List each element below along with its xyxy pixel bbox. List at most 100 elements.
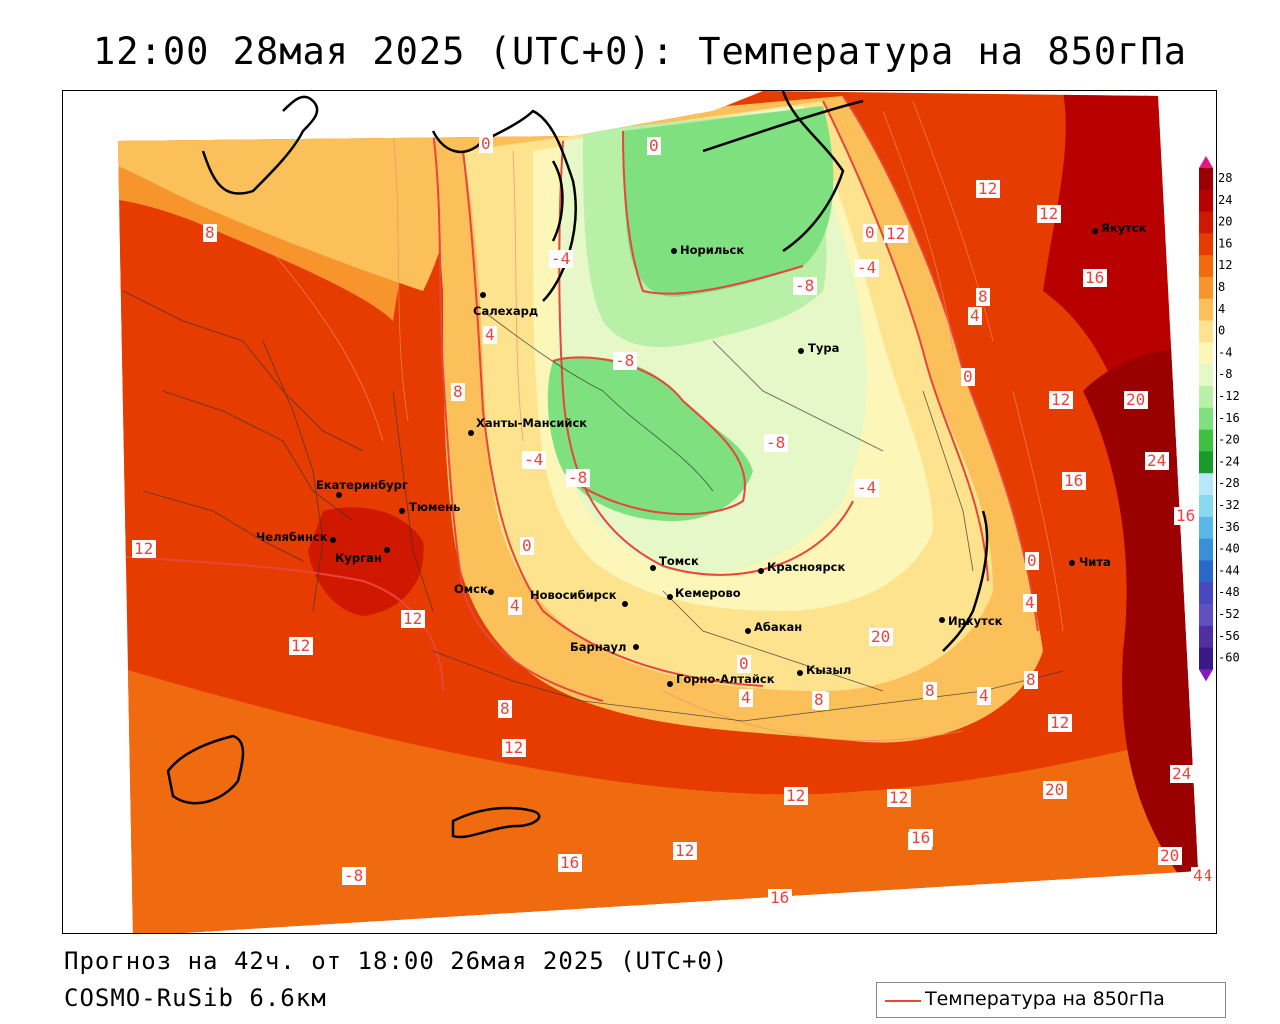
- city-krasnoyarsk[interactable]: Красноярск: [758, 560, 845, 574]
- colorbar-swatch: [1199, 538, 1213, 561]
- colorbar-swatch: [1199, 320, 1213, 343]
- isotherm-label-bg: [1191, 867, 1205, 885]
- colorbar-tick-label: -28: [1218, 476, 1240, 490]
- isotherm-label: 4: [508, 596, 522, 615]
- isotherm-label-bg: [737, 655, 751, 673]
- isotherm-label: -4: [855, 258, 879, 277]
- isotherm-label-bg: [812, 691, 826, 709]
- isotherm-label: 16: [1083, 268, 1107, 287]
- map-title: 12:00 28мая 2025 (UTC+0): Температура на…: [93, 30, 1187, 73]
- city-novosibirsk[interactable]: Новосибирск: [530, 588, 628, 607]
- city-norilsk[interactable]: Норильск: [671, 243, 744, 257]
- isotherm-label-bg: [968, 307, 982, 325]
- city-tura[interactable]: Тура: [798, 341, 839, 355]
- isotherm-label-text: 12: [886, 224, 905, 243]
- city-chelyabinsk[interactable]: Челябинск: [256, 530, 336, 544]
- city-irkutsk[interactable]: Иркутск: [939, 614, 1003, 628]
- isotherm-label: -8: [613, 351, 637, 370]
- isotherm-label-bg: [739, 689, 753, 707]
- isotherm-label: 12: [976, 179, 1000, 198]
- colorbar-canvas: 28 24 20 16 12 8 4 0 -4 -8 -12 -16 -20 -24 -28 -32 -36 -4…: [1199, 156, 1240, 682]
- isotherm-label: 4: [1023, 593, 1037, 612]
- isotherm-label-bg: [479, 135, 493, 153]
- isotherm-label-text: 4: [510, 596, 520, 615]
- isotherm-label-text: 16: [1085, 268, 1104, 287]
- city-abakan[interactable]: Абакан: [745, 620, 802, 634]
- isotherm-label: 0: [737, 654, 751, 673]
- city-tyumen[interactable]: Тюмень: [399, 500, 460, 514]
- isotherm-label-bg: [784, 787, 808, 805]
- isotherm-label-text: 8: [978, 287, 988, 306]
- city-barnaul[interactable]: Барнаул: [570, 640, 639, 654]
- isotherm-label-bg: [558, 854, 582, 872]
- isotherm-label-bg: [1170, 765, 1194, 783]
- isotherm-label-bg: [1025, 552, 1039, 570]
- isotherm-label-bg: [909, 829, 933, 847]
- colorbar-tick-label: 28: [1218, 171, 1232, 185]
- isotherm-label-bg: [793, 277, 817, 295]
- isotherm-label-text: -8: [795, 276, 814, 295]
- isotherm-label-text: 16: [1176, 506, 1195, 525]
- svg-text:Ханты-Мансийск: Ханты-Мансийск: [476, 416, 587, 430]
- isotherm-label: 8: [1024, 670, 1038, 689]
- isotherm-label-text: -4: [857, 258, 876, 277]
- colorbar-tick-label: -32: [1218, 498, 1240, 512]
- svg-text:Курган: Курган: [335, 551, 382, 565]
- city-kyzyl[interactable]: Кызыл: [797, 663, 851, 677]
- isotherm-label-text: 16: [1064, 471, 1083, 490]
- colorbar-swatch: [1199, 429, 1213, 452]
- city-kurgan[interactable]: Курган: [335, 547, 390, 565]
- isotherm-label-text: 4: [1025, 593, 1035, 612]
- colorbar-top-arrow: [1199, 156, 1213, 168]
- isotherm-label-text: -4: [551, 249, 570, 268]
- temperature-map[interactable]: Якутск Норильск Салехард Тура Ханты-Манс…: [62, 90, 1217, 934]
- colorbar-swatch: [1199, 516, 1213, 540]
- isotherm-label-text: 20: [1045, 780, 1064, 799]
- isotherm-label-text: 20: [1160, 846, 1179, 865]
- isotherm-label-text: 8: [1026, 670, 1036, 689]
- isotherm-label: 20: [1124, 390, 1148, 409]
- city-chita[interactable]: Чита: [1069, 555, 1111, 569]
- svg-text:Кемерово: Кемерово: [675, 586, 741, 600]
- isotherm-label-text: 4: [741, 688, 751, 707]
- isotherm-label: 4: [739, 688, 753, 707]
- city-salekhard[interactable]: Салехард: [473, 292, 538, 318]
- isotherm-label-text: -8: [568, 468, 587, 487]
- city-gorno-altaysk[interactable]: Горно-Алтайск: [667, 672, 775, 687]
- colorbar-swatch: [1199, 277, 1213, 300]
- colorbar-tick-label: -40: [1218, 542, 1240, 556]
- isotherm-label-bg: [613, 352, 637, 370]
- isotherm-label-bg: [498, 700, 512, 718]
- isotherm-label: 24: [1145, 451, 1169, 470]
- colorbar-tick-label: -8: [1218, 367, 1232, 381]
- forecast-caption: Прогноз на 42ч. от 18:00 26мая 2025 (UTC…: [64, 947, 729, 975]
- isotherm-label-text: 4: [970, 306, 980, 325]
- isotherm-label-text: -4: [857, 478, 876, 497]
- legend-line-swatch: [885, 1000, 921, 1002]
- city-yakutsk[interactable]: Якутск: [1092, 221, 1147, 235]
- city-khanty-mansiysk[interactable]: Ханты-Мансийск: [468, 416, 587, 436]
- isotherm-label-bg: [1083, 269, 1107, 287]
- isotherm-label-bg: [976, 288, 990, 306]
- isotherm-label-bg: [1024, 671, 1038, 689]
- isotherm-label-bg: [887, 789, 911, 807]
- isotherm-label-bg: [1048, 714, 1072, 732]
- isotherm-label-bg: [522, 451, 546, 469]
- isotherm-label-text: 12: [786, 786, 805, 805]
- city-tomsk[interactable]: Томск: [650, 554, 699, 571]
- isotherm-label-bg: [768, 889, 792, 907]
- isotherm-label-text: 12: [978, 179, 997, 198]
- city-yekaterinburg[interactable]: Екатеринбург: [316, 478, 408, 498]
- isotherm-label-text: 8: [453, 382, 463, 401]
- isotherm-label: 4: [483, 325, 497, 344]
- colorbar-tick-label: -4: [1218, 345, 1232, 359]
- colorbar-swatch: [1199, 451, 1213, 474]
- city-kemerovo[interactable]: Кемерово: [667, 586, 741, 600]
- colorbar-bottom-arrow: [1199, 669, 1213, 682]
- svg-text:Чита: Чита: [1079, 555, 1111, 569]
- isotherm-label-bg: [855, 479, 879, 497]
- city-omsk[interactable]: Омск: [454, 582, 494, 596]
- isotherm-label-text: 12: [504, 738, 523, 757]
- colorbar-tick-label: 8: [1218, 280, 1225, 294]
- colorbar-tick-label: -52: [1218, 607, 1240, 621]
